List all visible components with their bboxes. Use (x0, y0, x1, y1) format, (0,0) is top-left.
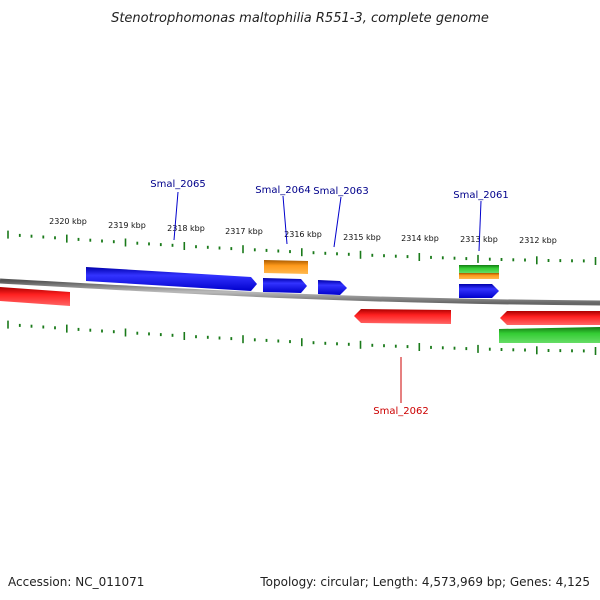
leader-smal-2061 (478, 200, 482, 252)
gene-label-smal-2061[interactable]: Smal_2061 (453, 190, 508, 201)
tick-label-2315: 2315 kbp (343, 233, 381, 242)
accession-text: Accession: NC_011071 (8, 575, 144, 589)
genome-summary-text: Topology: circular; Length: 4,573,969 bp… (259, 575, 590, 589)
misc-feature-right-green[interactable] (499, 327, 600, 343)
gene-label-smal-2065[interactable]: Smal_2065 (150, 179, 205, 190)
genome-backbone (0, 278, 600, 306)
leader-smal-2063 (333, 196, 342, 248)
cds-smal-2065[interactable] (86, 267, 257, 291)
cds-smal-2062[interactable] (354, 309, 451, 324)
tick-label-2314: 2314 kbp (401, 234, 439, 243)
cds-reverse-right[interactable] (500, 311, 600, 325)
outer-tick-ring (7, 230, 597, 265)
rna-feature-2064[interactable] (264, 260, 308, 274)
gene-label-smal-2063[interactable]: Smal_2063 (313, 186, 368, 197)
tick-label-2312: 2312 kbp (519, 236, 557, 245)
inner-tick-ring (7, 320, 597, 355)
leader-smal-2065 (173, 191, 179, 241)
cds-smal-2063[interactable] (318, 280, 347, 295)
tick-label-2320: 2320 kbp (49, 217, 87, 226)
cds-reverse-left[interactable] (0, 287, 70, 306)
gene-labels: Smal_2065 Smal_2064 Smal_2063 Smal_2061 … (150, 179, 508, 417)
gene-label-smal-2062[interactable]: Smal_2062 (373, 406, 428, 417)
tick-label-2319: 2319 kbp (108, 221, 146, 230)
misc-feature-2061-green[interactable] (459, 265, 499, 273)
tick-label-2316: 2316 kbp (284, 230, 322, 239)
gene-label-smal-2064[interactable]: Smal_2064 (255, 185, 310, 196)
cds-smal-2064[interactable] (263, 278, 307, 293)
rna-feature-2061-orange[interactable] (459, 273, 499, 279)
tick-label-2318: 2318 kbp (167, 224, 205, 233)
gene-label-leaders (173, 191, 482, 403)
tick-label-2317: 2317 kbp (225, 227, 263, 236)
leader-smal-2064 (282, 195, 288, 245)
cds-smal-2061[interactable] (459, 284, 499, 298)
map-title: Stenotrophomonas maltophilia R551-3, com… (111, 11, 489, 26)
